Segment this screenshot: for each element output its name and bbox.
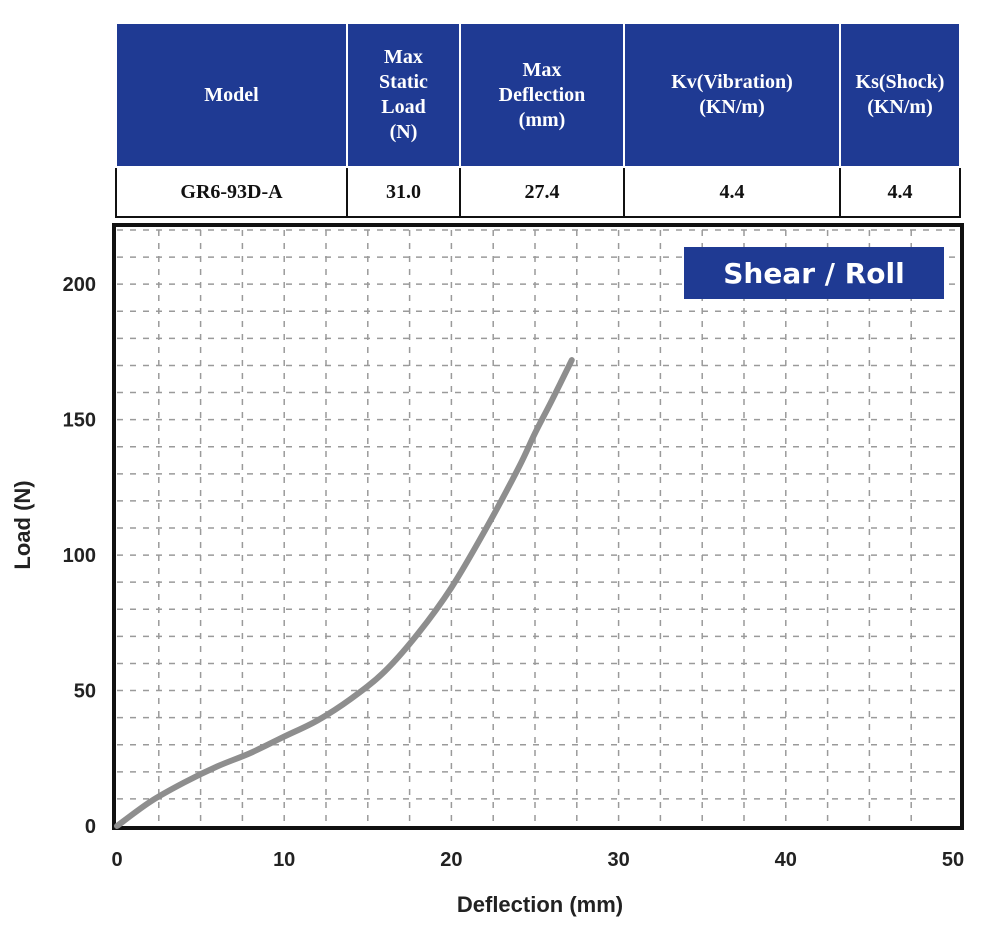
- cell-model: GR6-93D-A: [115, 166, 348, 218]
- header-model: Model: [115, 22, 348, 168]
- x-tick-label: 20: [440, 849, 462, 871]
- y-axis-title: Load (N): [10, 480, 35, 569]
- y-tick-label: 100: [63, 545, 96, 567]
- header-max-static-load: Max Static Load (N): [346, 22, 461, 168]
- header-max-deflection: Max Deflection (mm): [459, 22, 625, 168]
- x-tick-label: 30: [607, 849, 629, 871]
- x-axis-title: Deflection (mm): [457, 892, 623, 917]
- header-ks-shock: Ks(Shock) (KN/m): [839, 22, 961, 168]
- y-tick-label: 0: [85, 816, 96, 838]
- badge-label: Shear / Roll: [723, 257, 905, 290]
- x-tick-label: 10: [273, 849, 295, 871]
- cell-max-static-load: 31.0: [346, 166, 461, 218]
- y-tick-label: 150: [63, 410, 96, 432]
- shear-roll-badge: Shear / Roll: [684, 247, 944, 299]
- series-line: [114, 357, 575, 829]
- cell-kv: 4.4: [623, 166, 841, 218]
- header-kv-vibration: Kv(Vibration) (KN/m): [623, 22, 841, 168]
- cell-max-deflection: 27.4: [459, 166, 625, 218]
- spec-table: Model Max Static Load (N) Max Deflection…: [115, 22, 961, 218]
- x-tick-label: 40: [775, 849, 797, 871]
- x-tick-label: 50: [942, 849, 964, 871]
- y-tick-label: 200: [63, 274, 96, 296]
- tick-labels: 0 10 20 30 40 50 0 50 100 150 200: [63, 274, 965, 871]
- y-tick-label: 50: [74, 681, 96, 703]
- badge-background: [684, 247, 944, 299]
- plot-frame: [112, 223, 964, 830]
- cell-ks: 4.4: [839, 166, 961, 218]
- spec-data-row: GR6-93D-A 31.0 27.4 4.4 4.4: [115, 166, 961, 218]
- grid: [117, 229, 958, 826]
- x-tick-label: 0: [111, 849, 122, 871]
- spec-header-row: Model Max Static Load (N) Max Deflection…: [115, 22, 961, 168]
